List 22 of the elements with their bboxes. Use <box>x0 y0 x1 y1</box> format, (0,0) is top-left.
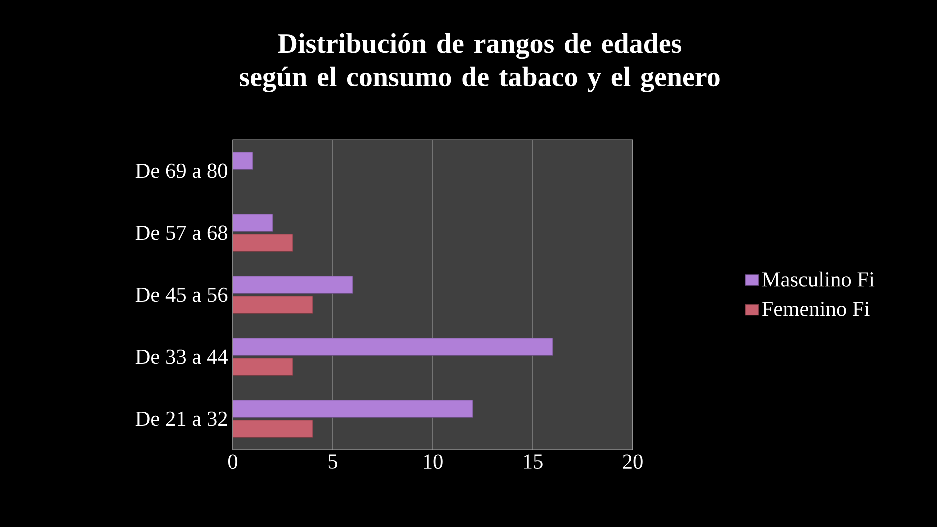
chart-title: Distribución de rangos de edades según el consumo de tabaco y el genero <box>240 34 720 92</box>
bar <box>233 338 554 356</box>
y-tick-label: De 69 a 80 <box>136 164 228 178</box>
legend-label: Femenino Fi <box>762 302 870 316</box>
bar <box>233 358 294 376</box>
y-tick-label: De 21 a 32 <box>136 412 228 426</box>
x-tick-label: 10 <box>424 454 443 470</box>
legend-label: Masculino Fi <box>762 272 875 287</box>
y-tick-label: De 33 a 44 <box>136 350 228 364</box>
bar <box>233 214 274 232</box>
bar <box>233 296 314 314</box>
bar <box>233 152 254 170</box>
x-tick-label: 15 <box>524 454 543 469</box>
y-tick-label: De 57 a 68 <box>136 226 228 240</box>
x-tick-label: 5 <box>328 454 338 469</box>
bar <box>233 400 474 418</box>
bar <box>233 420 314 438</box>
x-tick-label: 0 <box>228 454 238 470</box>
x-tick-label: 20 <box>623 454 643 470</box>
bar <box>233 234 294 252</box>
bar <box>233 276 354 294</box>
y-tick-label: De 45 a 56 <box>136 288 228 302</box>
